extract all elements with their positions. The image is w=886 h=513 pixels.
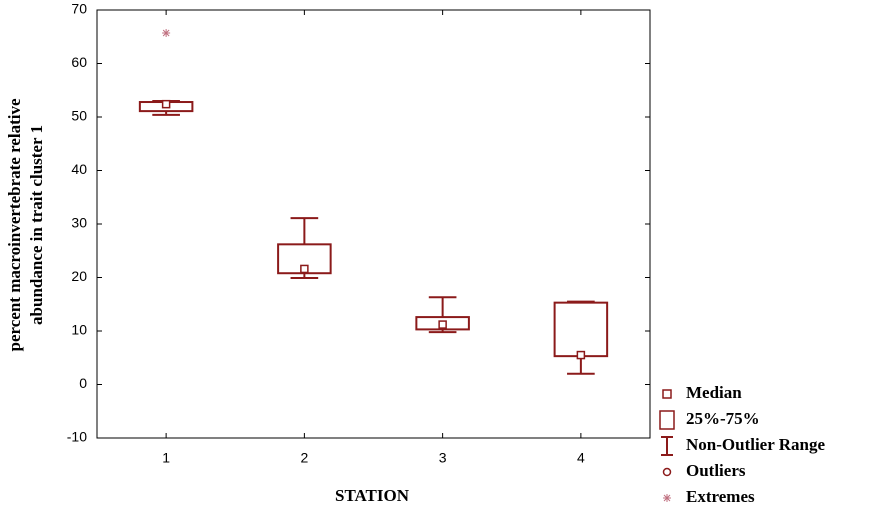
legend-label: Outliers xyxy=(686,461,746,480)
legend-range-icon xyxy=(661,436,673,456)
legend-label: Extremes xyxy=(686,487,755,506)
y-tick-label: 0 xyxy=(79,375,87,391)
y-tick-label: 50 xyxy=(71,108,87,124)
y-tick-label: 70 xyxy=(71,1,87,17)
legend-box-icon xyxy=(659,410,675,430)
y-tick-label: 60 xyxy=(71,54,87,70)
y-tick-label: 10 xyxy=(71,322,87,338)
y-tick-label: 20 xyxy=(71,268,87,284)
y-tick-label: 30 xyxy=(71,215,87,231)
median-marker xyxy=(300,264,309,274)
y-axis-label: percent macroinvertebrate relative xyxy=(5,98,24,351)
x-tick-label: 2 xyxy=(300,450,308,466)
box xyxy=(553,301,609,358)
legend-label: Median xyxy=(686,383,742,402)
median-marker xyxy=(438,320,447,329)
x-tick-label: 4 xyxy=(577,450,585,466)
legend-median-icon xyxy=(662,389,672,399)
y-tick-label: 40 xyxy=(71,161,87,177)
median-marker xyxy=(161,99,171,109)
legend-outlier-icon xyxy=(662,467,672,477)
y-axis-label: abundance in trait cluster 1 xyxy=(27,125,46,325)
legend-label: 25%-75% xyxy=(686,409,760,428)
extreme-point xyxy=(162,29,171,38)
legend-label: Non-Outlier Range xyxy=(686,435,825,454)
x-tick-label: 1 xyxy=(162,450,170,466)
y-tick-label: -10 xyxy=(67,429,87,445)
x-tick-label: 3 xyxy=(439,450,447,466)
median-marker xyxy=(576,350,586,360)
legend-extreme-icon xyxy=(663,494,671,502)
x-axis-label: STATION xyxy=(335,486,410,505)
